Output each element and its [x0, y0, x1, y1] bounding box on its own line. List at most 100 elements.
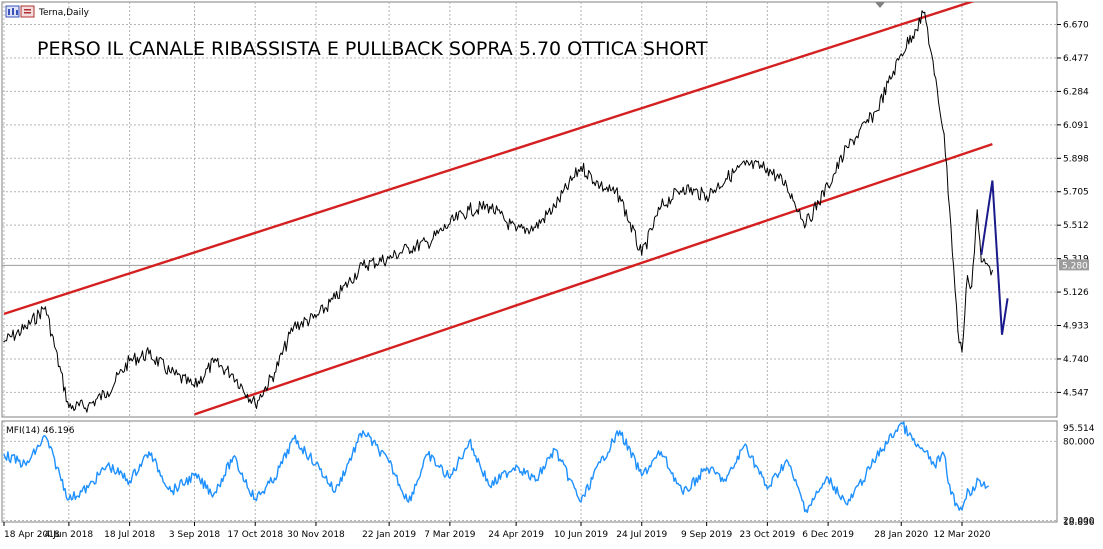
mfi-point [362, 430, 364, 432]
price-point [900, 53, 902, 55]
mfi-point [846, 503, 849, 506]
mfi-point [106, 464, 109, 466]
price-point [599, 185, 601, 187]
mfi-point [128, 480, 131, 482]
window-header: Terna,Daily [5, 5, 90, 18]
mfi-point [232, 456, 234, 458]
price-point [805, 223, 807, 225]
price-point [148, 353, 150, 355]
time-tick-label: 4 Jun 2018 [45, 530, 94, 540]
time-tick-label: 28 Jan 2020 [874, 530, 928, 540]
chart-menu-icon[interactable] [20, 5, 35, 18]
mfi-point [170, 490, 172, 493]
mfi-point [407, 501, 410, 503]
mfi-point [293, 438, 295, 440]
price-point [554, 205, 556, 208]
price-point [660, 205, 662, 208]
mfi-line [3, 421, 989, 514]
price-point [924, 11, 926, 13]
price-series-layer [3, 2, 1009, 416]
mfi-point [900, 422, 902, 424]
price-point [682, 186, 684, 189]
mfi-point [987, 485, 989, 487]
price-point [971, 285, 973, 287]
time-tick-label: 18 Apr 2018 [4, 530, 60, 540]
mfi-point [334, 490, 336, 493]
time-tick-label: 24 Jul 2019 [616, 530, 667, 540]
mfi-tick-label: 20.000 [1063, 516, 1095, 526]
mfi-point [599, 461, 602, 464]
scroll-marker-icon[interactable] [875, 2, 885, 8]
mfi-point [148, 451, 150, 453]
price-point [449, 223, 451, 225]
price-tick-label: 6.670 [1063, 21, 1089, 31]
price-point [3, 341, 5, 343]
channel-upper-line [3, 2, 975, 316]
mfi-point [554, 448, 556, 451]
mfi-point [315, 463, 317, 465]
current-price-tag: 5.280 [1059, 259, 1089, 271]
mfi-point [254, 498, 256, 501]
mfi-point [933, 464, 936, 466]
mfi-point [957, 505, 959, 507]
mfi-point [705, 467, 708, 469]
mfi-series-layer [3, 421, 989, 514]
time-tick-label: 3 Sep 2018 [169, 530, 221, 540]
price-tick-label: 5.898 [1063, 154, 1089, 164]
mfi-point [641, 474, 643, 477]
mfi-pane [1, 420, 1058, 523]
mfi-point [682, 493, 684, 495]
price-point [315, 316, 317, 318]
price-line [3, 10, 993, 413]
price-point [966, 275, 969, 277]
chart-window-icon[interactable] [5, 5, 20, 18]
price-point [106, 391, 109, 393]
price-point [987, 264, 989, 266]
mfi-point [44, 435, 47, 437]
price-point [515, 230, 517, 232]
price-point [170, 372, 172, 374]
price-point [961, 351, 963, 353]
price-tick-label: 4.933 [1063, 322, 1089, 332]
mfi-point [924, 451, 926, 453]
price-point [254, 403, 256, 405]
price-point [362, 264, 364, 266]
price-point [534, 226, 537, 228]
mfi-point [950, 493, 952, 495]
price-point [641, 254, 643, 256]
mfi-point [660, 451, 662, 453]
price-point [334, 297, 336, 299]
mfi-tick-label: 95.514 [1063, 424, 1095, 434]
time-tick-label: 10 Jun 2019 [554, 530, 608, 540]
mfi-point [213, 493, 215, 495]
price-point [786, 185, 788, 187]
price-point [388, 257, 390, 260]
channel-lower-line [194, 142, 993, 416]
mfi-point [943, 453, 945, 456]
price-point [976, 209, 978, 211]
mfi-point [87, 486, 89, 489]
price-point [68, 406, 70, 409]
price-point [914, 29, 916, 31]
price-point [580, 166, 582, 168]
headline-annotation: PERSO IL CANALE RIBASSISTA E PULLBACK SO… [37, 38, 708, 60]
time-tick-label: 30 Nov 2018 [287, 530, 345, 540]
price-point [232, 373, 234, 376]
mfi-point [827, 477, 829, 480]
price-point [766, 167, 768, 169]
price-point [991, 269, 993, 272]
price-tick-label: 5.705 [1063, 188, 1089, 198]
mfi-point [580, 501, 582, 503]
price-tick-label: 5.512 [1063, 221, 1089, 231]
price-point [875, 110, 878, 112]
time-tick-label: 7 Mar 2019 [424, 530, 476, 540]
price-pane [1, 1, 1058, 418]
price-axis: 6.6706.4776.2846.0915.8985.7055.5125.319… [1057, 21, 1089, 398]
mfi-point [744, 443, 746, 445]
time-tick-label: 17 Oct 2018 [227, 530, 283, 540]
price-point [933, 74, 935, 76]
mfi-point [193, 474, 196, 477]
price-point [943, 133, 945, 135]
